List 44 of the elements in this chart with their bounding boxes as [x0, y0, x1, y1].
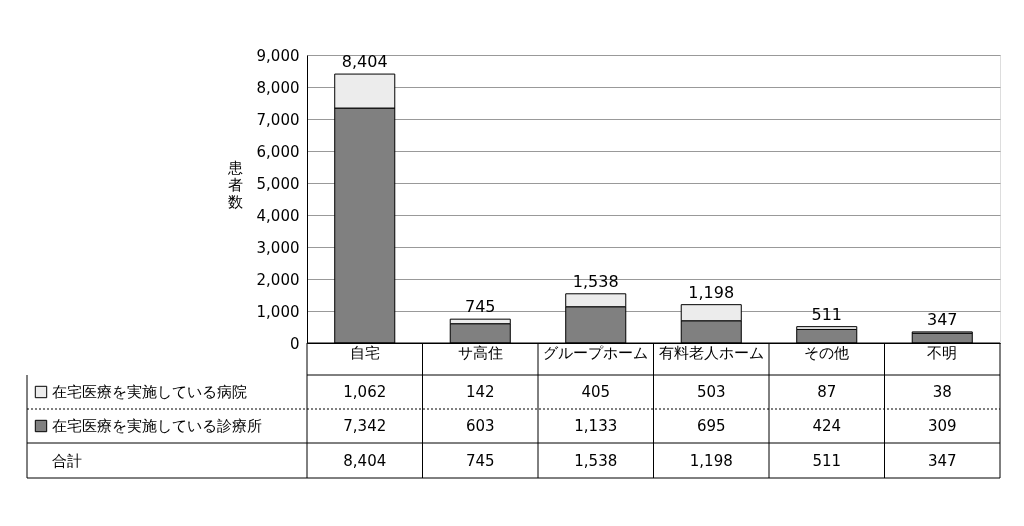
- x-tick-label: サ高住: [457, 343, 503, 362]
- data-label: 1,133: [574, 417, 618, 435]
- text: 1,198: [689, 451, 733, 470]
- x-tick-label: 自宅: [349, 343, 380, 362]
- text: 合計: [52, 451, 82, 470]
- total-label: 745: [464, 297, 496, 317]
- y-tick-label: 9,000: [256, 46, 300, 65]
- y-tick-label: 7,000: [256, 110, 300, 129]
- y-tick-label: 5,000: [256, 174, 300, 193]
- data-label: 424: [812, 417, 842, 435]
- data-label: 142: [465, 383, 495, 401]
- y-tick-label: 0: [289, 334, 300, 353]
- data-label: 38: [932, 383, 952, 401]
- data-label: 1,062: [343, 383, 387, 401]
- data-label: 503: [696, 383, 726, 401]
- text: 1,538: [574, 451, 618, 470]
- y-tick-label: 8,000: [256, 78, 300, 97]
- data-label: 7,342: [343, 417, 387, 435]
- legend-label: 在宅医療を実施している診療所: [52, 417, 262, 435]
- x-tick-label: その他: [804, 343, 850, 362]
- data-label: 309: [927, 417, 957, 435]
- total-label: 511: [811, 304, 843, 324]
- y-tick-label: 2,000: [256, 270, 300, 289]
- text: 8,404: [343, 451, 387, 470]
- total-label: 347: [926, 309, 958, 329]
- x-tick-label: グループホーム: [543, 343, 649, 362]
- data-label: 695: [696, 417, 726, 435]
- x-tick-label: 有料老人ホーム: [658, 343, 764, 362]
- x-tick-label: 不明: [927, 343, 958, 362]
- y-tick-label: 3,000: [256, 238, 300, 257]
- total-label: 1,538: [572, 271, 619, 291]
- data-label: 87: [817, 383, 837, 401]
- text: 511: [812, 451, 842, 470]
- total-label: 8,404: [341, 52, 388, 72]
- y-axis-title: 患者数: [227, 158, 243, 211]
- total-label: 1,198: [688, 282, 735, 302]
- y-tick-label: 4,000: [256, 206, 300, 225]
- y-tick-label: 6,000: [256, 142, 300, 161]
- data-label: 603: [465, 417, 495, 435]
- y-tick-label: 1,000: [256, 302, 300, 321]
- text: 347: [927, 451, 957, 470]
- text: 745: [465, 451, 495, 470]
- legend-label: 在宅医療を実施している病院: [52, 383, 247, 401]
- data-label: 405: [581, 383, 611, 401]
